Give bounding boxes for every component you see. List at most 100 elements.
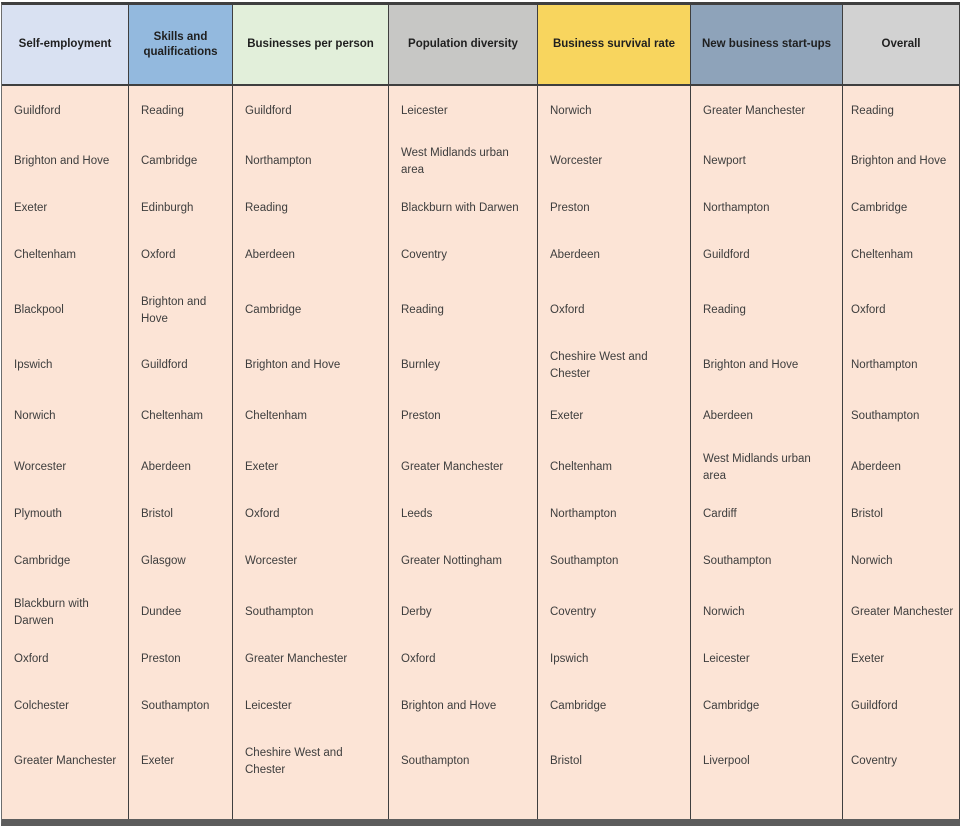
city-cell: Leicester bbox=[691, 638, 843, 681]
city-cell: Exeter bbox=[233, 442, 389, 493]
city-cell: Exeter bbox=[538, 391, 691, 442]
city-cell: Burnley bbox=[389, 340, 538, 391]
column-header-label: Skills and qualifications bbox=[143, 30, 218, 58]
city-cell: Norwich bbox=[2, 391, 129, 442]
city-cell: Brighton and Hove bbox=[129, 281, 233, 340]
city-name: Reading bbox=[703, 304, 746, 316]
city-cell: West Midlands urban area bbox=[389, 136, 538, 187]
city-name: Burnley bbox=[401, 359, 440, 371]
city-name: Coventry bbox=[550, 606, 597, 618]
city-name: Leeds bbox=[401, 508, 433, 520]
city-cell: Guildford bbox=[233, 86, 389, 136]
city-cell: Plymouth bbox=[2, 493, 129, 536]
city-name: Leicester bbox=[245, 700, 292, 712]
city-cell: Guildford bbox=[843, 681, 960, 732]
city-name: Brighton and Hove bbox=[245, 359, 341, 371]
city-name: Cheltenham bbox=[14, 249, 77, 261]
city-cell: Cambridge bbox=[538, 681, 691, 732]
column-header-population-diversity: Population diversity bbox=[389, 5, 538, 86]
city-name: Greater Manchester bbox=[245, 653, 348, 665]
column-header-new-business-start-ups: New business start-ups bbox=[691, 5, 843, 86]
city-cell: Greater Manchester bbox=[389, 442, 538, 493]
city-cell: Derby bbox=[389, 587, 538, 638]
city-cell: Brighton and Hove bbox=[843, 136, 960, 187]
city-cell: Bristol bbox=[129, 493, 233, 536]
city-cell: Coventry bbox=[389, 230, 538, 281]
city-name: Aberdeen bbox=[141, 461, 191, 473]
city-cell: Bristol bbox=[538, 732, 691, 791]
city-name: Exeter bbox=[851, 653, 885, 665]
city-cell: Edinburgh bbox=[129, 187, 233, 230]
city-cell: Colchester bbox=[2, 681, 129, 732]
city-name: Worcester bbox=[245, 555, 298, 567]
city-name: Guildford bbox=[703, 249, 750, 261]
city-name: Greater Manchester bbox=[703, 104, 806, 117]
city-name: Newport bbox=[703, 155, 746, 167]
city-name: Edinburgh bbox=[141, 202, 194, 214]
city-name: Reading bbox=[245, 202, 288, 214]
city-cell: Liverpool bbox=[691, 732, 843, 791]
city-cell: Preston bbox=[129, 638, 233, 681]
city-name: Blackpool bbox=[14, 304, 64, 316]
city-cell: Bristol bbox=[843, 493, 960, 536]
city-cell: Brighton and Hove bbox=[233, 340, 389, 391]
city-cell: Exeter bbox=[2, 187, 129, 230]
column-header-self-employment: Self-employment bbox=[2, 5, 129, 86]
city-cell: Cheshire West and Chester bbox=[233, 732, 389, 791]
city-name: Guildford bbox=[245, 104, 292, 117]
city-cell: Greater Nottingham bbox=[389, 536, 538, 587]
city-cell: Newport bbox=[691, 136, 843, 187]
city-name: Dundee bbox=[141, 606, 182, 618]
city-name: Aberdeen bbox=[703, 410, 753, 422]
city-name: Southampton bbox=[141, 700, 210, 712]
empty-cell bbox=[129, 791, 233, 819]
city-cell: Worcester bbox=[233, 536, 389, 587]
column-header-label: New business start-ups bbox=[701, 38, 832, 50]
city-cell: Glasgow bbox=[129, 536, 233, 587]
city-name: Cheshire West and Chester bbox=[550, 350, 648, 380]
city-name: Cambridge bbox=[703, 700, 760, 712]
city-cell: Greater Manchester bbox=[233, 638, 389, 681]
city-cell: Northampton bbox=[691, 187, 843, 230]
city-cell: Greater Manchester bbox=[2, 732, 129, 791]
city-name: Northampton bbox=[245, 155, 312, 167]
city-name: Greater Manchester bbox=[851, 606, 954, 618]
city-name: Aberdeen bbox=[550, 249, 600, 261]
city-cell: Southampton bbox=[233, 587, 389, 638]
city-name: Bristol bbox=[141, 508, 173, 520]
city-cell: Cheltenham bbox=[2, 230, 129, 281]
city-name: Exeter bbox=[14, 202, 48, 214]
city-name: Ipswich bbox=[14, 359, 53, 371]
column-header-label: Self-employment bbox=[18, 38, 112, 50]
city-cell: Greater Manchester bbox=[691, 86, 843, 136]
city-cell: Southampton bbox=[691, 536, 843, 587]
city-cell: West Midlands urban area bbox=[691, 442, 843, 493]
city-cell: Leicester bbox=[389, 86, 538, 136]
city-name: Aberdeen bbox=[245, 249, 295, 261]
city-cell: Cardiff bbox=[691, 493, 843, 536]
city-name: Southampton bbox=[245, 606, 314, 618]
city-name: Exeter bbox=[141, 755, 175, 767]
city-cell: Dundee bbox=[129, 587, 233, 638]
city-name: Coventry bbox=[851, 755, 898, 767]
city-name: Oxford bbox=[141, 249, 176, 261]
city-name: Northampton bbox=[550, 508, 617, 520]
city-name: Southampton bbox=[401, 755, 470, 767]
city-name: Exeter bbox=[550, 410, 584, 422]
empty-cell bbox=[538, 791, 691, 819]
city-name: Preston bbox=[401, 410, 441, 422]
city-name: Liverpool bbox=[703, 755, 750, 767]
empty-cell bbox=[691, 791, 843, 819]
city-name: Leicester bbox=[703, 653, 750, 665]
city-cell: Aberdeen bbox=[233, 230, 389, 281]
city-name: Worcester bbox=[550, 155, 603, 167]
city-name: Northampton bbox=[851, 359, 918, 371]
city-cell: Southampton bbox=[843, 391, 960, 442]
city-cell: Reading bbox=[233, 187, 389, 230]
city-cell: Northampton bbox=[538, 493, 691, 536]
city-name: Brighton and Hove bbox=[141, 295, 207, 325]
city-cell: Guildford bbox=[129, 340, 233, 391]
city-name: Bristol bbox=[851, 508, 883, 520]
city-cell: Northampton bbox=[233, 136, 389, 187]
city-cell: Ipswich bbox=[2, 340, 129, 391]
